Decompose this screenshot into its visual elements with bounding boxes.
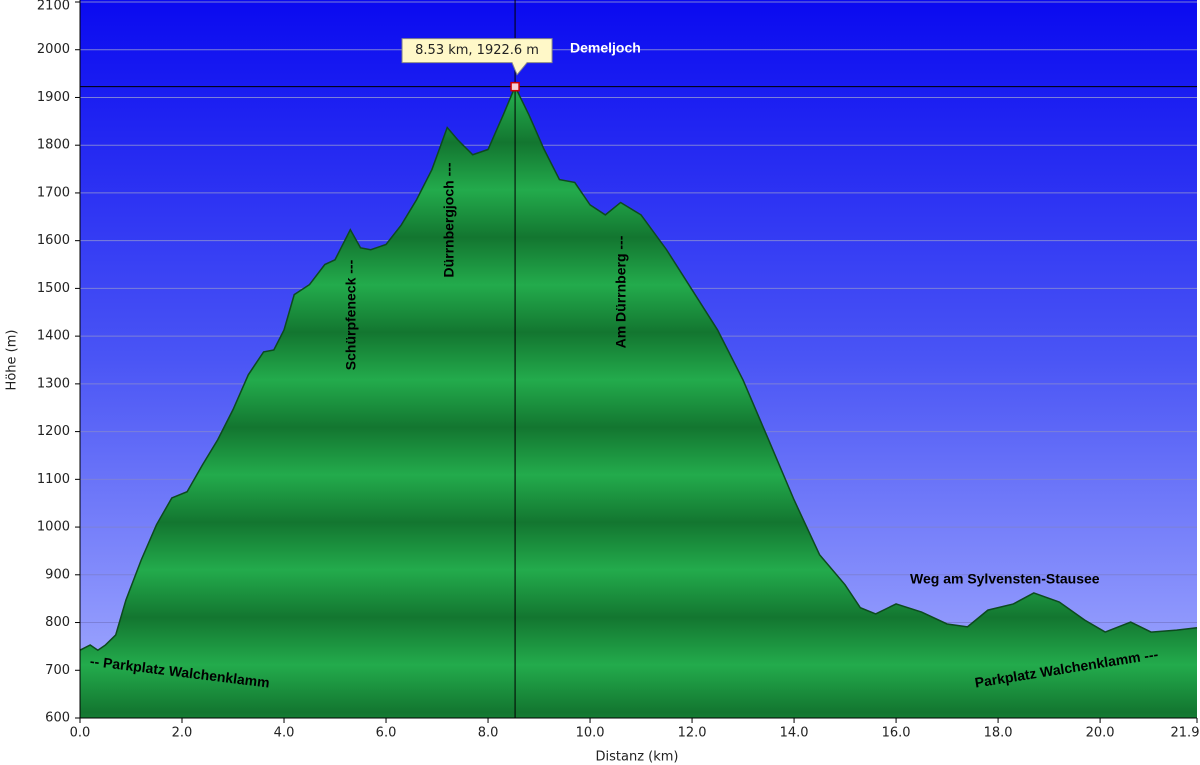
x-tick-label: 10.0	[576, 726, 605, 741]
annotation: Am Dürrnberg ---	[613, 235, 629, 348]
y-tick-label: 1100	[37, 472, 70, 487]
y-tick-label: 800	[45, 615, 70, 630]
x-tick-label: 6.0	[376, 726, 397, 741]
y-tick-label: 1000	[37, 520, 70, 535]
y-tick-label: 1900	[37, 90, 70, 105]
y-tick-label: 1300	[37, 376, 70, 391]
y-tick-label: 700	[45, 663, 70, 678]
annotation: Demeljoch	[570, 40, 641, 56]
x-tick-label: 21.9	[1171, 726, 1200, 741]
y-tick-label: 2100	[37, 0, 70, 14]
y-axis-title: Höhe (m)	[5, 330, 20, 391]
x-tick-label: 2.0	[172, 726, 193, 741]
annotation: Dürrnbergjoch ---	[441, 162, 457, 277]
y-tick-label: 1800	[37, 138, 70, 153]
x-tick-label: 14.0	[780, 726, 809, 741]
y-tick-label: 900	[45, 567, 70, 582]
y-tick-label: 1600	[37, 233, 70, 248]
y-tick-label: 2000	[37, 42, 70, 57]
x-tick-label: 20.0	[1086, 726, 1115, 741]
y-tick-label: 600	[45, 711, 70, 726]
x-tick-label: 8.0	[478, 726, 499, 741]
line	[79, 84, 1198, 652]
tooltip-label: 8.53 km, 1922.6 m	[415, 43, 539, 58]
tooltip-box	[401, 38, 553, 76]
y-tick-label: 1500	[37, 281, 70, 296]
y-tick-label: 1700	[37, 185, 70, 200]
area	[80, 86, 1197, 718]
x-tick-label: 18.0	[984, 726, 1013, 741]
cursor-marker	[510, 81, 520, 92]
y-tick-label: 1400	[37, 329, 70, 344]
x-tick-label: 0.0	[70, 726, 91, 741]
x-tick-label: 4.0	[274, 726, 295, 741]
x-tick-label: 12.0	[678, 726, 707, 741]
x-axis-title: Distanz (km)	[596, 750, 679, 765]
annotation: Weg am Sylvensten-Stausee	[910, 571, 1100, 587]
y-tick-label: 1200	[37, 424, 70, 439]
x-tick-label: 16.0	[882, 726, 911, 741]
annotation: Schürpfeneck ---	[343, 259, 359, 370]
